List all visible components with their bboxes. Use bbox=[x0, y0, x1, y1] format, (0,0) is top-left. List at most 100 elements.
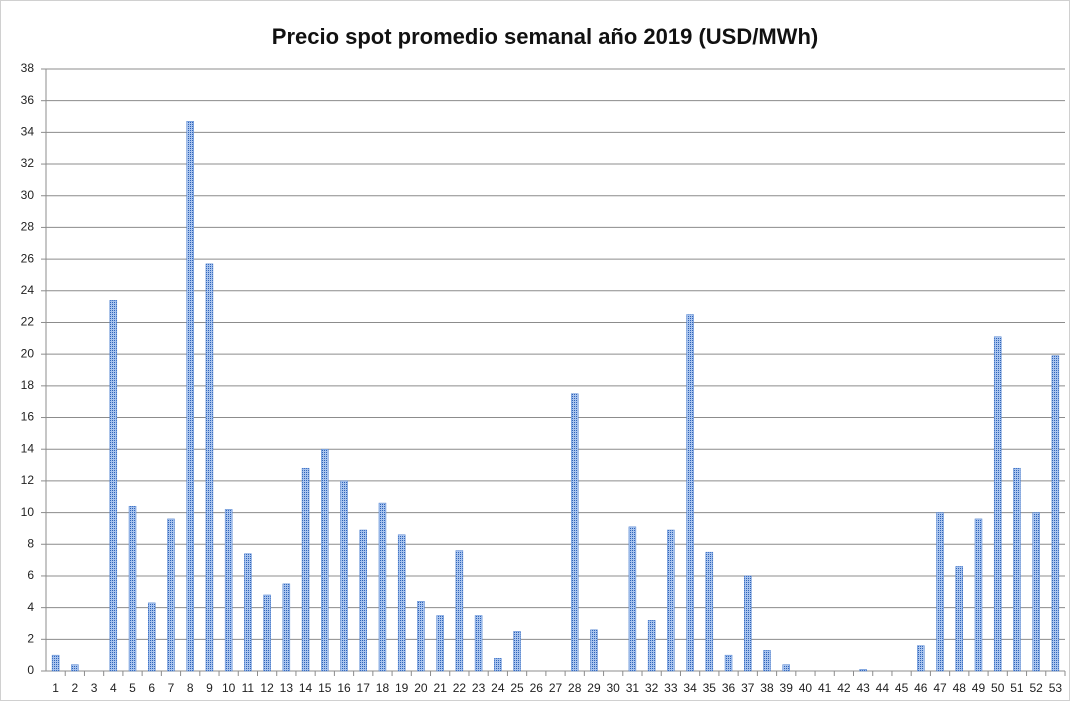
y-tick-label: 26 bbox=[21, 251, 35, 265]
x-tick-label: 32 bbox=[645, 681, 659, 695]
x-tick-label: 22 bbox=[453, 681, 467, 695]
bar bbox=[1032, 512, 1040, 672]
bar bbox=[51, 654, 60, 672]
x-tick-label: 17 bbox=[357, 681, 371, 695]
y-tick-label: 38 bbox=[21, 61, 35, 75]
bar bbox=[397, 534, 406, 672]
x-tick-label: 3 bbox=[91, 681, 98, 695]
chart-title: Precio spot promedio semanal año 2019 (U… bbox=[272, 24, 818, 49]
y-tick-label: 32 bbox=[21, 156, 35, 170]
y-tick-label: 20 bbox=[21, 346, 35, 360]
x-tick-label: 8 bbox=[187, 681, 194, 695]
x-tick-label: 6 bbox=[148, 681, 155, 695]
bar bbox=[436, 615, 444, 672]
bar bbox=[590, 629, 598, 672]
x-tick-label: 24 bbox=[491, 681, 505, 695]
x-tick-label: 37 bbox=[741, 681, 755, 695]
bar bbox=[936, 512, 944, 672]
bar bbox=[167, 518, 175, 672]
x-tick-label: 40 bbox=[799, 681, 813, 695]
x-tick-label: 48 bbox=[953, 681, 967, 695]
y-tick-label: 2 bbox=[27, 631, 34, 645]
bar bbox=[763, 650, 771, 672]
bar bbox=[128, 505, 137, 672]
x-tick-label: 51 bbox=[1010, 681, 1024, 695]
y-tick-label: 30 bbox=[21, 188, 35, 202]
bar bbox=[147, 602, 156, 672]
bar bbox=[109, 300, 118, 672]
bar bbox=[993, 336, 1002, 672]
x-tick-label: 23 bbox=[472, 681, 486, 695]
x-tick-label: 36 bbox=[722, 681, 736, 695]
bar bbox=[321, 448, 329, 672]
y-tick-label: 14 bbox=[21, 441, 35, 455]
bar bbox=[263, 594, 271, 672]
bar bbox=[494, 658, 502, 672]
bar bbox=[859, 669, 867, 672]
bar bbox=[628, 526, 637, 672]
x-tick-label: 4 bbox=[110, 681, 117, 695]
bar bbox=[224, 509, 233, 672]
y-tick-label: 34 bbox=[21, 125, 35, 139]
bar bbox=[474, 615, 483, 672]
y-tick-label: 18 bbox=[21, 378, 35, 392]
bar bbox=[917, 645, 925, 672]
y-tick-label: 36 bbox=[21, 93, 35, 107]
x-tick-label: 21 bbox=[433, 681, 447, 695]
x-tick-label: 2 bbox=[71, 681, 78, 695]
x-tick-label: 27 bbox=[549, 681, 563, 695]
x-tick-label: 1 bbox=[52, 681, 59, 695]
x-tick-label: 41 bbox=[818, 681, 832, 695]
y-tick-label: 28 bbox=[21, 220, 35, 234]
x-tick-label: 49 bbox=[972, 681, 986, 695]
y-tick-label: 22 bbox=[21, 315, 35, 329]
x-tick-label: 7 bbox=[168, 681, 175, 695]
bar bbox=[647, 620, 656, 672]
y-tick-label: 4 bbox=[27, 600, 34, 614]
x-tick-label: 46 bbox=[914, 681, 928, 695]
bar bbox=[301, 467, 310, 672]
bar bbox=[686, 314, 694, 672]
x-tick-label: 45 bbox=[895, 681, 909, 695]
x-tick-label: 5 bbox=[129, 681, 136, 695]
bar bbox=[705, 551, 714, 672]
x-tick-label: 52 bbox=[1029, 681, 1043, 695]
bar bbox=[282, 583, 291, 672]
x-tick-label: 28 bbox=[568, 681, 582, 695]
x-tick-label: 38 bbox=[760, 681, 774, 695]
x-tick-label: 12 bbox=[260, 681, 274, 695]
x-tick-label: 26 bbox=[530, 681, 544, 695]
y-tick-label: 10 bbox=[21, 505, 35, 519]
x-tick-label: 19 bbox=[395, 681, 409, 695]
y-tick-label: 6 bbox=[27, 568, 34, 582]
x-tick-label: 42 bbox=[837, 681, 851, 695]
x-tick-label: 43 bbox=[856, 681, 870, 695]
bar bbox=[186, 121, 194, 672]
x-tick-label: 11 bbox=[242, 681, 255, 695]
x-tick-label: 25 bbox=[510, 681, 524, 695]
bar bbox=[667, 529, 675, 672]
bar bbox=[744, 575, 752, 672]
bar bbox=[513, 631, 521, 672]
bar bbox=[340, 480, 348, 672]
x-tick-label: 20 bbox=[414, 681, 428, 695]
bar bbox=[1013, 467, 1021, 672]
x-tick-label: 29 bbox=[587, 681, 601, 695]
x-tick-label: 18 bbox=[376, 681, 390, 695]
y-tick-label: 8 bbox=[27, 536, 34, 550]
x-tick-label: 34 bbox=[683, 681, 697, 695]
bar bbox=[782, 664, 790, 672]
y-tick-label: 16 bbox=[21, 410, 35, 424]
x-tick-label: 33 bbox=[664, 681, 678, 695]
x-tick-label: 16 bbox=[337, 681, 351, 695]
x-tick-label: 53 bbox=[1049, 681, 1063, 695]
y-tick-label: 12 bbox=[21, 473, 35, 487]
x-tick-label: 13 bbox=[280, 681, 294, 695]
bar bbox=[205, 263, 214, 672]
x-tick-label: 39 bbox=[780, 681, 794, 695]
bar bbox=[455, 550, 464, 672]
y-tick-label: 0 bbox=[27, 663, 34, 677]
x-tick-label: 10 bbox=[222, 681, 236, 695]
x-tick-label: 14 bbox=[299, 681, 313, 695]
